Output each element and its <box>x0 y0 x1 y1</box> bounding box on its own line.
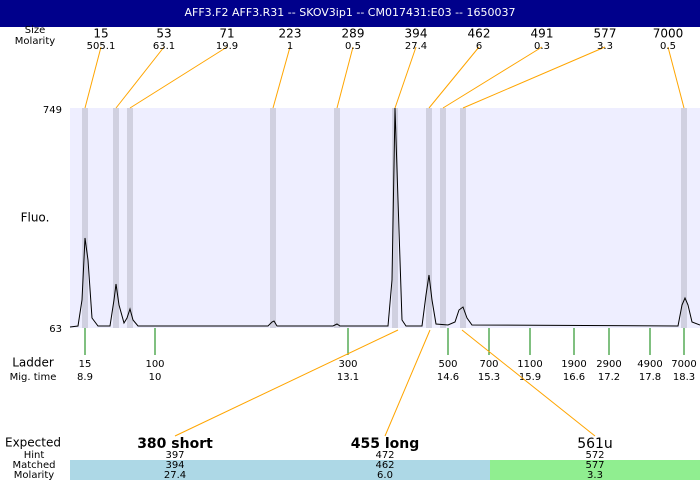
peak-connector <box>272 46 291 109</box>
peak-size: 394 <box>405 27 428 41</box>
ladder-size: 15 <box>79 359 92 370</box>
mig-time-label: Mig. time <box>10 372 57 383</box>
peak-band <box>113 108 119 328</box>
peak-molarity: 19.9 <box>216 41 238 52</box>
peak-size: 15 <box>93 27 108 41</box>
axis-max: 749 <box>43 105 62 116</box>
ladder-size: 700 <box>479 359 498 370</box>
ladder-time: 15.3 <box>478 372 500 383</box>
peak-band <box>82 108 88 328</box>
ladder-size: 4900 <box>637 359 662 370</box>
ladder-time: 15.9 <box>519 372 541 383</box>
peak-band <box>127 108 133 328</box>
peak-molarity: 6 <box>476 41 482 52</box>
matched-label: Matched <box>12 460 55 471</box>
peak-connector <box>462 46 606 109</box>
molarity-label: Molarity <box>14 470 54 480</box>
ladder-time: 17.8 <box>639 372 661 383</box>
peak-connector <box>667 46 685 109</box>
peak-band <box>460 108 466 328</box>
ladder-time: 16.6 <box>563 372 585 383</box>
peak-molarity: 0.3 <box>534 41 550 52</box>
expected-connector <box>174 329 399 437</box>
peak-band <box>392 108 398 328</box>
ladder-time: 13.1 <box>337 372 359 383</box>
peak-band <box>426 108 432 328</box>
molarity: 3.3 <box>587 470 603 480</box>
peak-size: 577 <box>594 27 617 41</box>
peak-connector <box>129 46 228 109</box>
peak-connector <box>336 46 354 109</box>
peak-size: 289 <box>342 27 365 41</box>
molarity: 27.4 <box>164 470 186 480</box>
peak-molarity: 505.1 <box>87 41 116 52</box>
peak-molarity: 27.4 <box>405 41 427 52</box>
expected-name: 380 short <box>137 436 213 452</box>
peak-connector <box>442 46 543 109</box>
expected-label: Expected <box>5 436 61 450</box>
ladder-time: 8.9 <box>77 372 93 383</box>
ladder-size: 100 <box>145 359 164 370</box>
ladder-time: 17.2 <box>598 372 620 383</box>
peak-band <box>334 108 340 328</box>
ladder-time: 18.3 <box>673 372 695 383</box>
size-label: Size <box>25 25 46 36</box>
peak-molarity: 1 <box>287 41 293 52</box>
ladder-size: 500 <box>438 359 457 370</box>
ladder-size: 1900 <box>561 359 586 370</box>
plot-area <box>70 108 700 328</box>
matched: 394 <box>165 460 184 471</box>
ladder-size: 1100 <box>517 359 542 370</box>
matched: 577 <box>585 460 604 471</box>
peak-connector <box>394 46 417 109</box>
axis-min: 63 <box>49 324 62 335</box>
peak-size: 53 <box>156 27 171 41</box>
expected-name: 455 long <box>351 436 420 452</box>
peak-size: 7000 <box>653 27 684 41</box>
ladder-size: 7000 <box>671 359 696 370</box>
matched: 462 <box>375 460 394 471</box>
title-bar <box>0 0 700 27</box>
expected-connector <box>384 329 431 437</box>
peak-size: 223 <box>279 27 302 41</box>
peak-molarity: 0.5 <box>345 41 361 52</box>
ladder-time: 14.6 <box>437 372 459 383</box>
title: AFF3.F2 AFF3.R31 -- SKOV3ip1 -- CM017431… <box>184 6 515 19</box>
peak-size: 462 <box>468 27 491 41</box>
ladder-label: Ladder <box>12 356 54 370</box>
peak-connector <box>84 46 102 109</box>
trace <box>69 107 700 328</box>
peak-connector <box>428 46 480 109</box>
peak-molarity: 0.5 <box>660 41 676 52</box>
molarity-label: Molarity <box>15 36 55 47</box>
peak-band <box>681 108 687 328</box>
ladder-time: 10 <box>149 372 162 383</box>
hint-label: Hint <box>24 450 45 461</box>
expected-connector <box>461 329 596 437</box>
peak-size: 71 <box>219 27 234 41</box>
matched-band <box>490 460 700 480</box>
hint: 572 <box>585 450 604 461</box>
peak-band <box>440 108 446 328</box>
axis-label: Fluo. <box>21 211 50 225</box>
hint: 472 <box>375 450 394 461</box>
ladder-size: 300 <box>338 359 357 370</box>
ladder-size: 2900 <box>596 359 621 370</box>
peak-molarity: 3.3 <box>597 41 613 52</box>
molarity: 6.0 <box>377 470 393 480</box>
expected-name: 561u <box>577 436 613 452</box>
peak-size: 491 <box>531 27 554 41</box>
matched-band <box>70 460 490 480</box>
hint: 397 <box>165 450 184 461</box>
peak-connector <box>115 46 165 109</box>
peak-band <box>270 108 276 328</box>
peak-molarity: 63.1 <box>153 41 175 52</box>
